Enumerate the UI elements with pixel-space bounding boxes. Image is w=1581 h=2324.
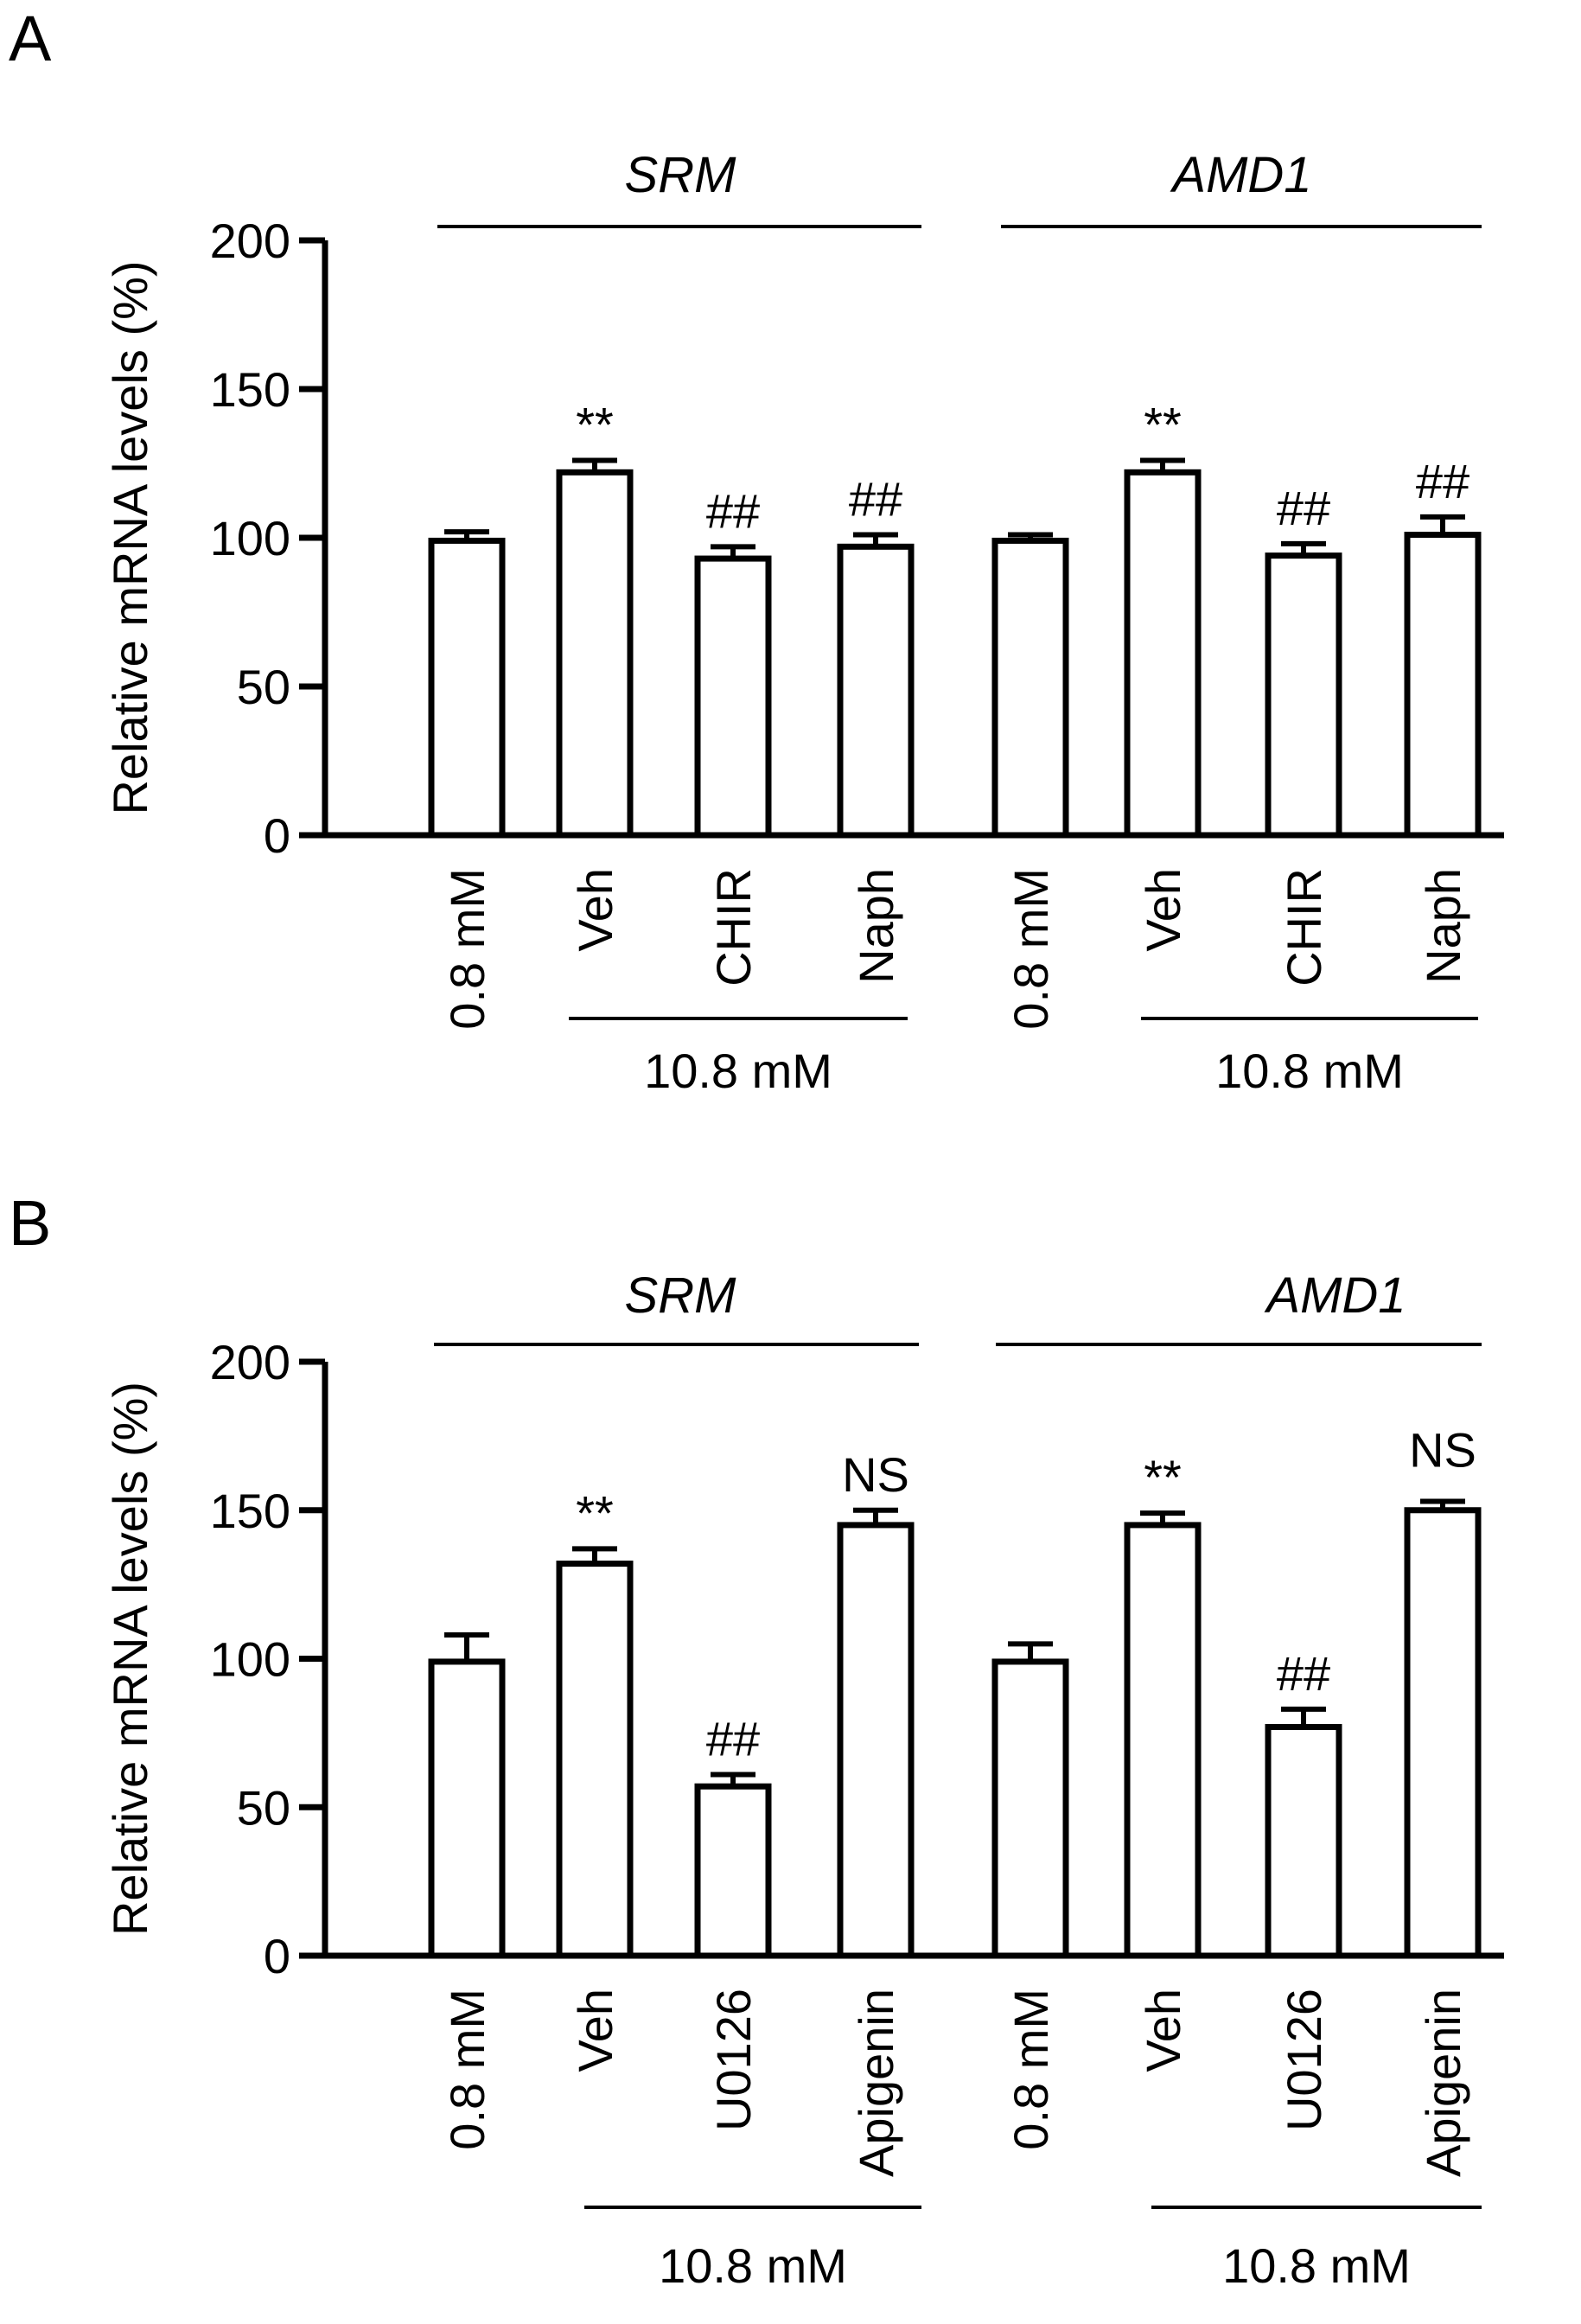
x-category-label: CHIR <box>1277 868 1331 986</box>
bar <box>1124 469 1202 839</box>
bar <box>1124 1522 1202 1959</box>
significance-label: ## <box>1416 454 1469 508</box>
significance-label: ## <box>1277 1646 1330 1701</box>
bar <box>428 537 506 839</box>
y-tick-label: 150 <box>210 1484 290 1538</box>
x-category-label: Veh <box>1136 868 1190 952</box>
significance-label: ** <box>1144 398 1182 452</box>
bar <box>556 1561 634 1959</box>
x-category-label: Veh <box>568 1989 622 2072</box>
y-tick-label: 200 <box>210 214 290 268</box>
bar <box>1265 552 1342 839</box>
y-tick-label: 0 <box>264 808 290 863</box>
x-category-label: 0.8 mM <box>440 1989 494 2150</box>
gene-label: AMD1 <box>1264 1267 1406 1324</box>
significance-label: ## <box>849 472 902 527</box>
y-tick-label: 50 <box>237 660 290 714</box>
significance-label: ** <box>576 1485 614 1540</box>
gene-label: AMD1 <box>1170 147 1311 203</box>
y-tick-label: 100 <box>210 1632 290 1687</box>
significance-label: ## <box>706 1711 760 1765</box>
bar <box>556 469 634 839</box>
x-category-label: CHIR <box>706 868 761 986</box>
bar <box>428 1658 506 1959</box>
significance-label: ** <box>576 398 614 452</box>
x-category-label: 0.8 mM <box>440 868 494 1030</box>
panel-letter: A <box>9 3 52 74</box>
bar <box>991 537 1069 839</box>
y-tick-label: 100 <box>210 511 290 565</box>
significance-label: ## <box>1277 481 1330 535</box>
x-category-label: U0126 <box>706 1989 761 2131</box>
bar <box>1404 1507 1482 1959</box>
x-category-label: U0126 <box>1277 1989 1331 2131</box>
bar <box>1265 1724 1342 1959</box>
gene-label: SRM <box>625 147 737 203</box>
x-category-label: Apigenin <box>849 1989 903 2177</box>
bar <box>991 1658 1069 1959</box>
y-tick-label: 50 <box>237 1780 290 1835</box>
x-category-label: Apigenin <box>1416 1989 1470 2177</box>
bar <box>694 555 772 839</box>
concentration-label: 10.8 mM <box>1215 1044 1404 1098</box>
y-tick-label: 200 <box>210 1335 290 1389</box>
significance-label: NS <box>1409 1422 1476 1477</box>
x-category-label: 0.8 mM <box>1004 868 1058 1030</box>
bar <box>837 543 915 839</box>
panel-b: B 0 50 100 150 200 Relative mRNA levels (%) SRM… <box>9 1187 1504 2293</box>
significance-label: ## <box>706 483 760 538</box>
concentration-label: 10.8 mM <box>1222 2238 1411 2293</box>
panel-letter: B <box>9 1187 51 1259</box>
y-axis-label: Relative mRNA levels (%) <box>103 1382 157 1936</box>
y-tick-label: 150 <box>210 362 290 417</box>
bar <box>1404 532 1482 839</box>
x-category-label: 0.8 mM <box>1004 1989 1058 2150</box>
gene-label: SRM <box>625 1267 737 1324</box>
x-category-label: Naph <box>1416 868 1470 984</box>
y-tick-label: 0 <box>264 1929 290 1983</box>
y-axis-label: Relative mRNA levels (%) <box>103 260 157 814</box>
bar <box>837 1522 915 1959</box>
significance-label: NS <box>842 1447 909 1502</box>
panel-a: A 0 50 100 150 200 Relative mRNA levels (%) SRM… <box>9 3 1504 1098</box>
concentration-label: 10.8 mM <box>644 1044 832 1098</box>
bar <box>694 1783 772 1959</box>
significance-label: ** <box>1144 1450 1182 1504</box>
x-category-label: Veh <box>568 868 622 952</box>
concentration-label: 10.8 mM <box>659 2238 847 2293</box>
x-category-label: Naph <box>849 868 903 984</box>
x-category-label: Veh <box>1136 1989 1190 2072</box>
